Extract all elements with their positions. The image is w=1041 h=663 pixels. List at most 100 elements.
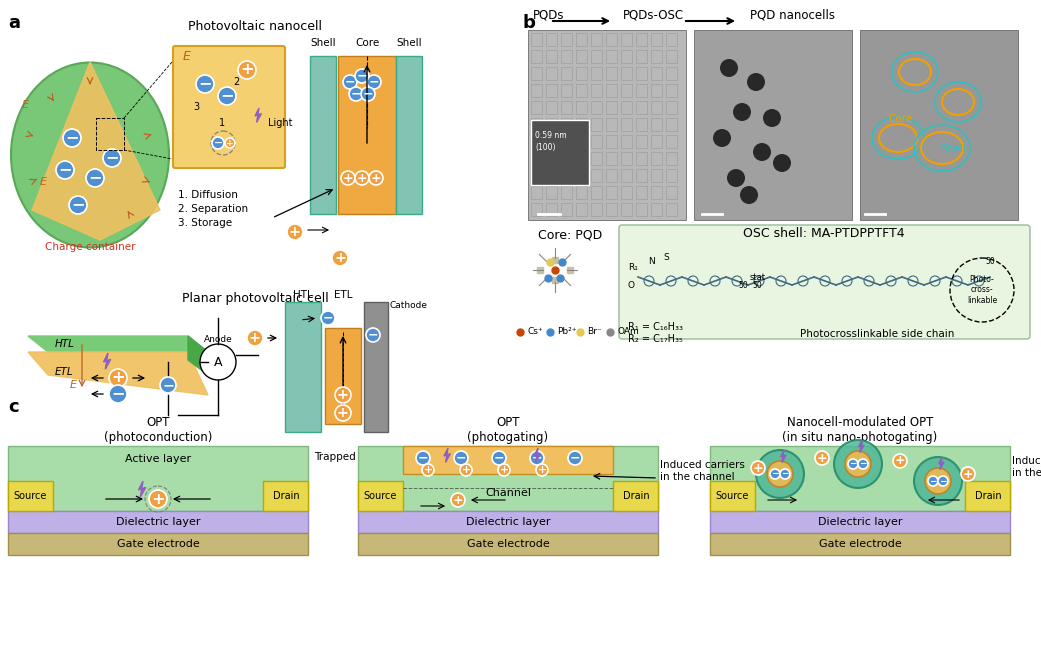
Text: +: + xyxy=(337,388,349,402)
Text: E: E xyxy=(70,380,77,390)
Text: +: + xyxy=(289,225,301,239)
Bar xyxy=(636,135,648,148)
Text: Source: Source xyxy=(363,491,397,501)
Circle shape xyxy=(332,250,348,266)
Text: Trapped: Trapped xyxy=(314,452,356,462)
Circle shape xyxy=(928,476,938,486)
Bar xyxy=(561,67,572,80)
Polygon shape xyxy=(859,440,864,453)
Bar xyxy=(545,135,557,148)
Circle shape xyxy=(225,138,235,148)
Bar xyxy=(666,118,677,131)
Text: ETL: ETL xyxy=(334,290,352,300)
Text: +: + xyxy=(537,465,547,475)
Bar xyxy=(310,56,336,214)
Text: −: − xyxy=(930,477,937,485)
Text: S: S xyxy=(663,253,668,262)
Text: Induced carriers
in the channel: Induced carriers in the channel xyxy=(1012,456,1041,478)
Bar xyxy=(8,533,308,555)
Circle shape xyxy=(763,109,781,127)
Circle shape xyxy=(287,224,303,240)
Text: +: + xyxy=(342,172,353,184)
Polygon shape xyxy=(32,62,160,240)
Circle shape xyxy=(536,464,548,476)
Text: O: O xyxy=(628,281,635,290)
Bar xyxy=(651,67,662,80)
Text: −: − xyxy=(105,151,119,166)
Bar xyxy=(545,67,557,80)
Text: −: − xyxy=(357,70,367,82)
Bar xyxy=(576,101,587,114)
Bar xyxy=(651,186,662,199)
Bar xyxy=(576,50,587,63)
Text: 3: 3 xyxy=(193,102,199,112)
Circle shape xyxy=(753,143,771,161)
Text: −: − xyxy=(859,459,867,469)
Bar xyxy=(545,203,557,216)
Bar xyxy=(576,152,587,165)
Text: R₁ = C₁₆H₃₃: R₁ = C₁₆H₃₃ xyxy=(628,322,683,332)
Text: +: + xyxy=(500,465,508,475)
Bar xyxy=(403,446,613,474)
Circle shape xyxy=(56,161,74,179)
Text: +: + xyxy=(453,493,463,507)
Bar xyxy=(545,186,557,199)
Text: −: − xyxy=(58,162,72,178)
Bar xyxy=(576,186,587,199)
Bar xyxy=(591,186,602,199)
Circle shape xyxy=(342,75,357,89)
Circle shape xyxy=(530,451,544,465)
Text: PQDs: PQDs xyxy=(533,8,564,21)
Bar xyxy=(591,67,602,80)
Text: +: + xyxy=(240,62,254,78)
Bar xyxy=(591,33,602,46)
Circle shape xyxy=(713,129,731,147)
Bar xyxy=(531,152,542,165)
Bar xyxy=(636,118,648,131)
Text: +: + xyxy=(371,172,381,184)
Bar xyxy=(621,118,632,131)
Bar xyxy=(338,56,396,214)
Circle shape xyxy=(733,103,751,121)
Circle shape xyxy=(770,469,780,479)
Bar xyxy=(531,186,542,199)
Text: OPT
(photogating): OPT (photogating) xyxy=(467,416,549,444)
Text: Core: Core xyxy=(355,38,379,48)
Bar xyxy=(545,101,557,114)
Bar xyxy=(636,152,648,165)
Bar xyxy=(591,203,602,216)
Text: PQDs-OSC: PQDs-OSC xyxy=(623,8,684,21)
Circle shape xyxy=(247,330,263,346)
Circle shape xyxy=(914,457,962,505)
Bar xyxy=(591,169,602,182)
Text: Photovoltaic nanocell: Photovoltaic nanocell xyxy=(188,20,322,33)
Bar xyxy=(606,186,617,199)
Bar xyxy=(576,135,587,148)
Polygon shape xyxy=(445,448,451,462)
Bar xyxy=(710,481,755,511)
Text: Photo-
cross-
linkable: Photo- cross- linkable xyxy=(967,275,997,305)
Text: Gate electrode: Gate electrode xyxy=(466,539,550,549)
Circle shape xyxy=(109,385,127,403)
Bar xyxy=(358,533,658,555)
Bar xyxy=(621,33,632,46)
Bar xyxy=(666,152,677,165)
Text: ETL: ETL xyxy=(55,367,74,377)
Circle shape xyxy=(149,490,167,508)
Text: 2: 2 xyxy=(233,77,239,87)
Polygon shape xyxy=(28,336,208,352)
Bar xyxy=(606,84,617,97)
Text: 3. Storage: 3. Storage xyxy=(178,218,232,228)
Circle shape xyxy=(756,450,804,498)
Text: Core: PQD: Core: PQD xyxy=(538,228,602,241)
Text: A: A xyxy=(213,355,222,369)
Bar xyxy=(606,50,617,63)
Polygon shape xyxy=(28,352,208,395)
Bar xyxy=(576,169,587,182)
Text: −: − xyxy=(221,88,234,103)
Text: Dielectric layer: Dielectric layer xyxy=(818,517,903,527)
Bar xyxy=(364,302,388,432)
Circle shape xyxy=(361,87,375,101)
Text: +: + xyxy=(817,452,828,465)
Text: Gate electrode: Gate electrode xyxy=(818,539,902,549)
